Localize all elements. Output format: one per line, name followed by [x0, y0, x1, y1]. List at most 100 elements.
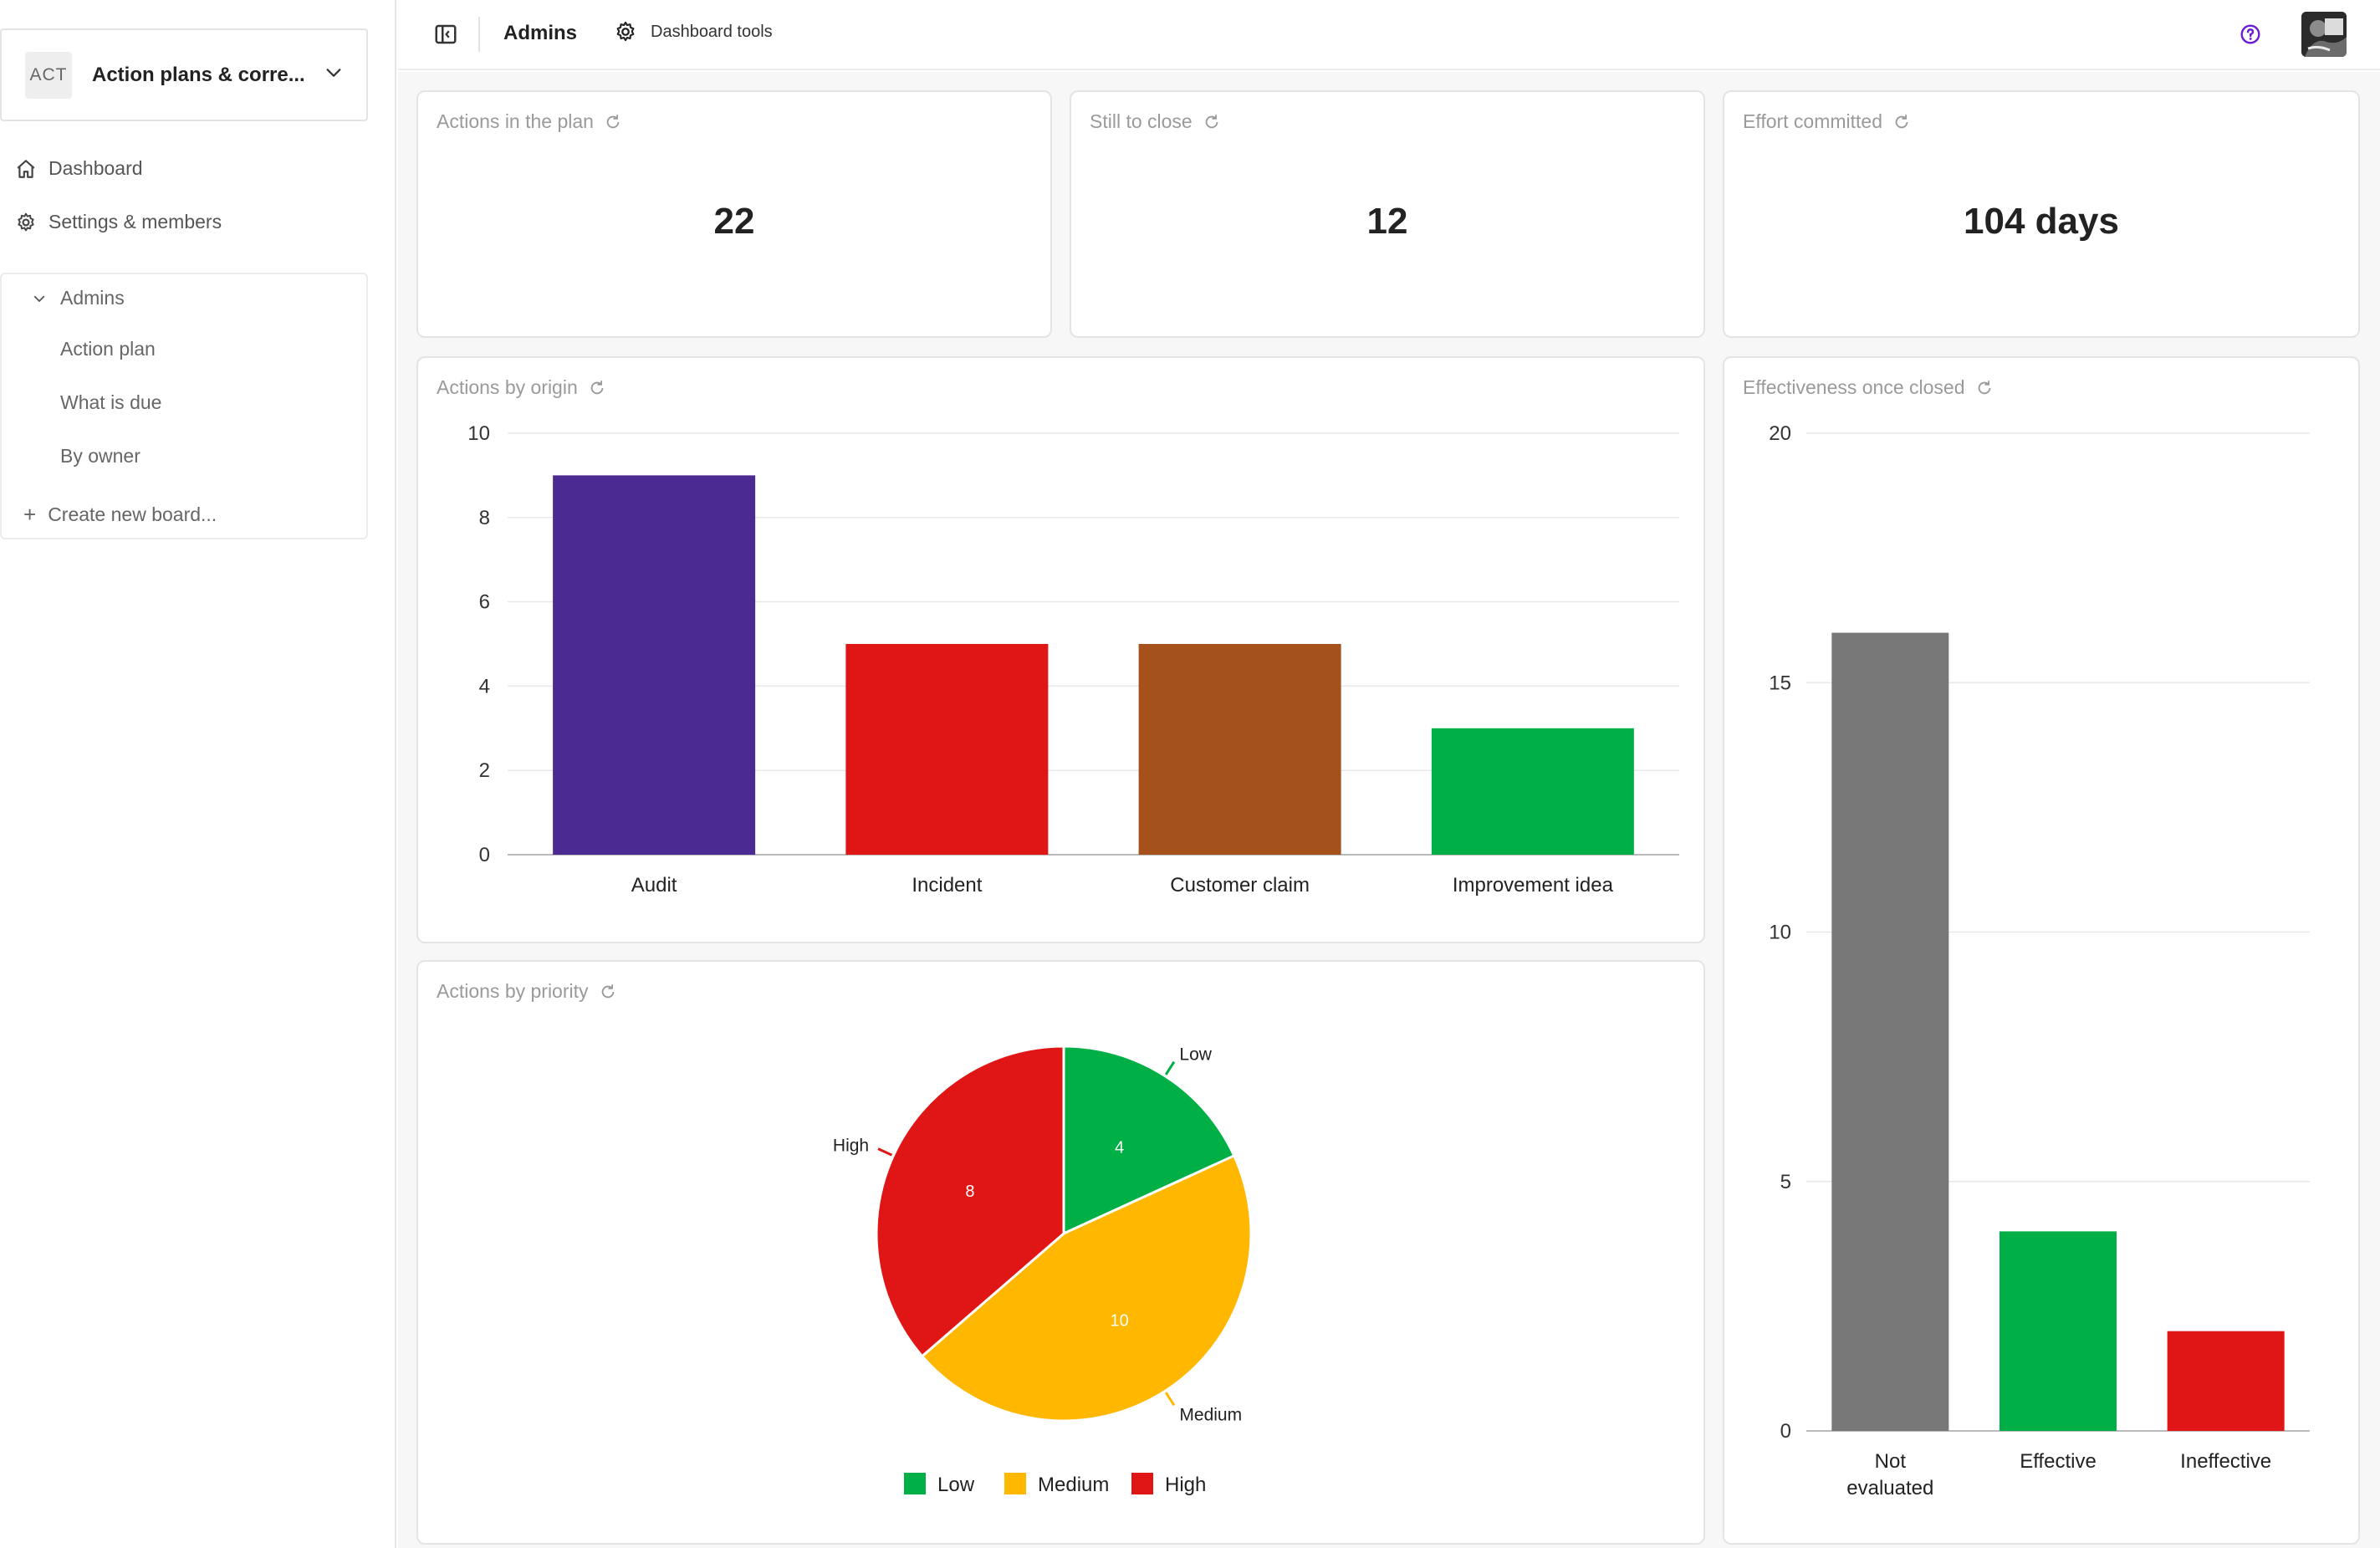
x-tick-label: Improvement idea: [1453, 874, 1614, 897]
dashboard-main: Actions in the plan 22 Still to close 12…: [398, 72, 2380, 1548]
y-tick-label: 10: [1769, 922, 1791, 944]
workspace-badge: ACT: [25, 51, 72, 99]
leader-line: [1164, 1392, 1176, 1407]
effectiveness-bar-chart: 0 5 10 15 20 Not evaluated Effective Ineffective: [1769, 422, 2310, 1499]
sidebar-toggle-icon[interactable]: [433, 22, 458, 47]
y-tick-label: 15: [1769, 672, 1791, 694]
sidebar: ACT Action plans & corre... Dashboard Se…: [0, 0, 396, 1548]
board-item-what-is-due[interactable]: What is due: [60, 391, 162, 413]
card-title-text: Actions in the plan: [437, 110, 594, 132]
x-tick-label: Effective: [2020, 1450, 2097, 1473]
refresh-icon[interactable]: [1203, 113, 1221, 131]
legend-swatch: [1004, 1473, 1026, 1494]
card-title-text: Actions by priority: [437, 980, 589, 1002]
card-title-text: Effort committed: [1743, 110, 1883, 132]
create-board-button[interactable]: + Create new board...: [23, 502, 217, 528]
avatar-image: [2301, 12, 2347, 57]
card-title-text: Still to close: [1090, 110, 1193, 132]
dashboard-tools-label: Dashboard tools: [651, 22, 773, 41]
card-title: Effort committed: [1743, 110, 1911, 133]
y-tick-label: 0: [1780, 1420, 1791, 1443]
divider: [478, 17, 480, 52]
priority-pie-chart: 4 Low 10 Medium 8 High Low Medium High: [833, 1045, 1253, 1496]
leader-line: [1164, 1060, 1176, 1075]
pie-slice: [875, 1045, 1065, 1358]
x-tick-label: Audit: [631, 874, 677, 897]
data-label: 4: [1115, 1138, 1124, 1157]
top-bar: Admins Dashboard tools: [398, 0, 2380, 70]
origin-bar-chart: 0 2 4 6 8 10 Audit Incident Customer claim Improv…: [467, 422, 1679, 897]
y-tick-label: 2: [479, 759, 490, 782]
nav-dashboard[interactable]: Dashboard: [15, 157, 143, 180]
x-tick-label: Not: [1875, 1450, 1907, 1473]
help-icon[interactable]: [2240, 23, 2261, 45]
y-tick-label: 0: [479, 844, 490, 866]
x-tick-label: Customer claim: [1170, 874, 1310, 897]
card-title: Actions by origin: [437, 376, 606, 399]
page-title: Admins: [503, 22, 578, 44]
y-tick-label: 10: [467, 422, 490, 445]
card-title: Effectiveness once closed: [1743, 376, 1994, 399]
card-title: Still to close: [1090, 110, 1221, 133]
refresh-icon[interactable]: [588, 379, 606, 397]
legend-swatch: [904, 1473, 926, 1494]
bar: [1831, 632, 1949, 1431]
kpi-value: 12: [1366, 201, 1408, 242]
card-title: Actions in the plan: [437, 110, 622, 133]
refresh-icon[interactable]: [599, 983, 617, 1001]
x-tick-label: Ineffective: [2180, 1450, 2271, 1473]
x-tick-label: Incident: [912, 874, 982, 897]
y-tick-label: 5: [1780, 1171, 1791, 1193]
leader-line: [877, 1147, 893, 1157]
y-tick-label: 6: [479, 591, 490, 614]
pie-slice: [1062, 1045, 1236, 1236]
data-label: 10: [1110, 1312, 1128, 1331]
boards-panel: Admins Action plan What is due By owner …: [0, 273, 368, 539]
board-item-by-owner[interactable]: By owner: [60, 445, 140, 467]
chart-card-priority: Actions by priority 4 Low 10 Medium 8 High Low…: [416, 960, 1705, 1545]
plus-icon: +: [23, 502, 37, 527]
gear-icon: [616, 21, 635, 42]
board-group-admins[interactable]: Admins: [32, 287, 125, 309]
card-title: Actions by priority: [437, 980, 617, 1003]
kpi-value: 104 days: [1964, 201, 2119, 242]
chevron-down-icon: [33, 295, 45, 302]
workspace-title: Action plans & corre...: [92, 63, 305, 86]
pie-slice: [920, 1153, 1253, 1423]
chart-card-origin: Actions by origin 0 2 4 6 8 10 Audit Incident Cu…: [416, 356, 1705, 943]
nav-settings-members[interactable]: Settings & members: [15, 211, 222, 233]
card-title-text: Effectiveness once closed: [1743, 376, 1965, 398]
card-title-text: Actions by origin: [437, 376, 578, 398]
bar: [2167, 1331, 2285, 1431]
refresh-icon[interactable]: [1892, 113, 1911, 131]
bar: [553, 475, 756, 855]
legend-swatch: [1131, 1473, 1153, 1494]
bar: [1431, 728, 1634, 855]
chart-card-effectiveness: Effectiveness once closed 0 5 10 15 20 Not eva…: [1723, 356, 2360, 1545]
y-tick-label: 4: [479, 675, 490, 697]
x-tick-label: evaluated: [1846, 1477, 1933, 1499]
kpi-value: 22: [713, 201, 755, 242]
board-group-label: Admins: [60, 287, 125, 309]
refresh-icon[interactable]: [1975, 379, 1994, 397]
chevron-down-icon[interactable]: [324, 64, 343, 82]
workspace-switcher[interactable]: ACT Action plans & corre...: [0, 28, 368, 121]
avatar[interactable]: [2301, 12, 2347, 57]
nav-dashboard-label: Dashboard: [49, 157, 143, 179]
kpi-card-actions: Actions in the plan 22: [416, 90, 1052, 338]
bar: [2000, 1231, 2117, 1431]
slice-label: Low: [1179, 1045, 1212, 1065]
kpi-card-effort: Effort committed 104 days: [1723, 90, 2360, 338]
gear-icon: [18, 212, 34, 231]
legend-label: High: [1165, 1474, 1206, 1496]
home-icon: [17, 159, 35, 178]
slice-label: Medium: [1179, 1405, 1242, 1424]
refresh-icon[interactable]: [604, 113, 622, 131]
legend-label: Medium: [1038, 1474, 1109, 1496]
kpi-card-still-to-close: Still to close 12: [1070, 90, 1705, 338]
dashboard-tools-button[interactable]: Dashboard tools: [614, 20, 773, 43]
board-item-action-plan[interactable]: Action plan: [60, 338, 156, 360]
legend-label: Low: [937, 1474, 975, 1496]
bar: [845, 644, 1049, 855]
y-tick-label: 20: [1769, 422, 1791, 445]
